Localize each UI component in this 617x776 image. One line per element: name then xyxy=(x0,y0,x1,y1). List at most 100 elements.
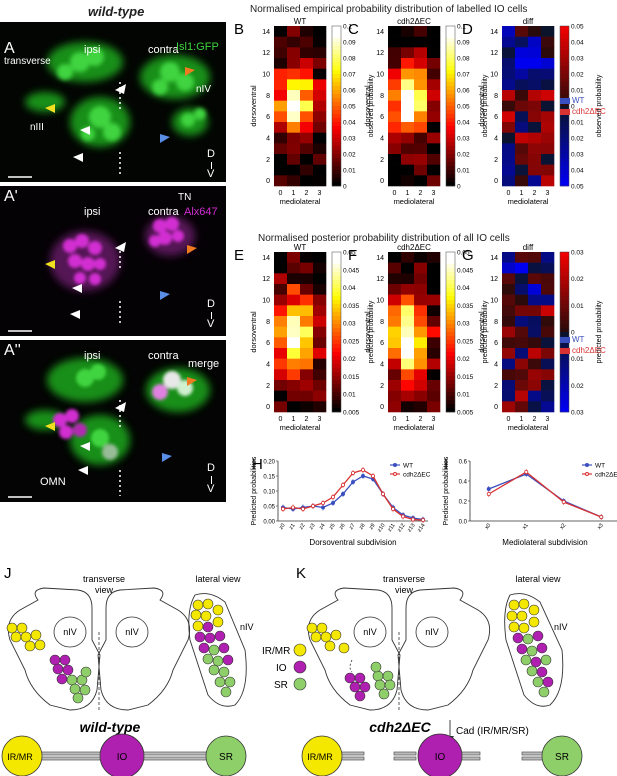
colorbar-tick-label: 0.04 xyxy=(343,285,356,292)
heatmap-cell xyxy=(515,47,529,59)
heatmap-cell xyxy=(274,305,288,317)
colorbar-segment xyxy=(446,158,455,163)
legend-heatmap-empirical: WT cdh2ΔEC xyxy=(560,96,606,116)
x-tick-label: 0 xyxy=(393,416,397,423)
colorbar-segment xyxy=(560,280,569,285)
colorbar-segment xyxy=(332,134,341,139)
colorbar-segment xyxy=(560,352,569,357)
y-tick-label: 12 xyxy=(490,276,498,283)
heatmap-cell xyxy=(427,337,441,349)
colorbar-segment xyxy=(446,332,455,337)
heatmap-cell xyxy=(287,380,301,391)
colorbar-segment xyxy=(560,150,569,155)
data-point xyxy=(341,482,346,487)
legend-swatch-wt xyxy=(560,97,570,104)
colorbar-segment xyxy=(446,162,455,167)
heatmap-cell xyxy=(287,369,301,381)
heatmap-cell xyxy=(274,316,288,327)
cell-irmr-large xyxy=(301,735,343,776)
heatmap-cell xyxy=(274,262,288,274)
colorbar-segment xyxy=(332,304,341,309)
heatmap-cell xyxy=(427,401,441,413)
heatmap-cell xyxy=(313,154,327,165)
heatmap-cell xyxy=(427,143,441,155)
heatmap-cell xyxy=(388,100,402,112)
heatmap-cell xyxy=(274,143,288,155)
micrograph-a-image xyxy=(0,22,226,182)
cadherin-links-j xyxy=(41,751,207,761)
x-tick-label: 3 xyxy=(318,416,322,423)
y-tick-label: 4 xyxy=(380,362,384,369)
heatmap-cell xyxy=(313,348,327,359)
heatmap-cell xyxy=(313,90,327,101)
y-axis-label: dorsoventral xyxy=(477,311,486,353)
colorbar-segment xyxy=(560,30,569,35)
heatmap-cell xyxy=(274,337,288,349)
x-tick-label: 0 xyxy=(393,190,397,197)
legend-label-mut: cdh2ΔEC xyxy=(572,107,606,116)
colorbar-tick-label: 0.02 xyxy=(343,356,356,363)
data-point xyxy=(401,514,406,519)
heatmap-cell xyxy=(300,175,314,187)
colorbar-segment xyxy=(332,320,341,325)
colorbar-segment xyxy=(560,162,569,167)
genotype-cdh2: cdh2ΔEC xyxy=(369,719,431,735)
colorbar-tick-label: 0.05 xyxy=(457,250,470,257)
colorbar-segment xyxy=(446,106,455,111)
heatmap-cell xyxy=(414,26,428,37)
colorbar-segment xyxy=(332,50,341,55)
colorbar-segment xyxy=(446,142,455,147)
heatmap-cell xyxy=(287,390,301,402)
y-tick-label: 0 xyxy=(380,404,384,411)
colorbar-tick-label: 0.04 xyxy=(343,120,356,127)
heatmap-cell xyxy=(401,79,415,91)
heatmap-cell xyxy=(541,316,555,327)
heatmap-cell xyxy=(528,36,542,48)
colorbar-segment xyxy=(446,380,455,385)
heatmap-cell xyxy=(515,252,529,263)
heatmap-cell xyxy=(388,164,402,176)
heatmap-cell xyxy=(541,154,555,165)
colorbar-segment xyxy=(560,300,569,305)
colorbar-segment xyxy=(560,384,569,389)
heatmap-cell xyxy=(528,26,542,37)
x-axis-label: mediolateral xyxy=(508,197,549,206)
colorbar-segment xyxy=(332,340,341,345)
heatmap-cell xyxy=(401,273,415,285)
cells-io-k xyxy=(344,672,371,702)
x-tick-label: 3 xyxy=(432,416,436,423)
lateral-cells-k xyxy=(506,598,554,698)
legend-label: cdh2ΔEC xyxy=(595,472,617,479)
colorbar-segment xyxy=(332,118,341,123)
colorbar-segment xyxy=(560,328,569,333)
colorbar-segment xyxy=(332,26,341,31)
heatmap-cell xyxy=(274,380,288,391)
heatmap-cell xyxy=(515,175,529,187)
x-tick-label: z8 xyxy=(358,523,366,531)
colorbar-segment xyxy=(560,264,569,269)
heatmap-cell xyxy=(313,175,327,187)
heatmap-cell xyxy=(287,100,301,112)
x-tick-label: 2 xyxy=(533,416,537,423)
heatmap-cell xyxy=(414,143,428,155)
colorbar-segment xyxy=(446,300,455,305)
heatmap-cell xyxy=(388,337,402,349)
legend-item-wt: WT xyxy=(560,335,606,344)
colorbar-segment xyxy=(446,312,455,317)
colorbar-label: predicted probability xyxy=(596,300,603,363)
colorbar-segment xyxy=(560,90,569,95)
colorbar-segment xyxy=(446,392,455,397)
colorbar-segment xyxy=(332,158,341,163)
lateral-cells-j xyxy=(190,598,236,698)
legend-swatch-sr xyxy=(293,677,307,691)
heatmap-cell xyxy=(502,154,516,165)
heatmap-cell xyxy=(388,262,402,274)
legend-label-mut: cdh2ΔEC xyxy=(572,346,606,355)
heatmap-cell xyxy=(287,164,301,176)
y-tick-label: 14 xyxy=(262,255,270,262)
heatmap-cell xyxy=(515,337,529,349)
colorbar-segment xyxy=(332,396,341,401)
colorbar-tick-label: 0.035 xyxy=(343,303,360,310)
colorbar-segment xyxy=(560,360,569,365)
heatmap-title: cdh2ΔEC xyxy=(397,17,431,26)
